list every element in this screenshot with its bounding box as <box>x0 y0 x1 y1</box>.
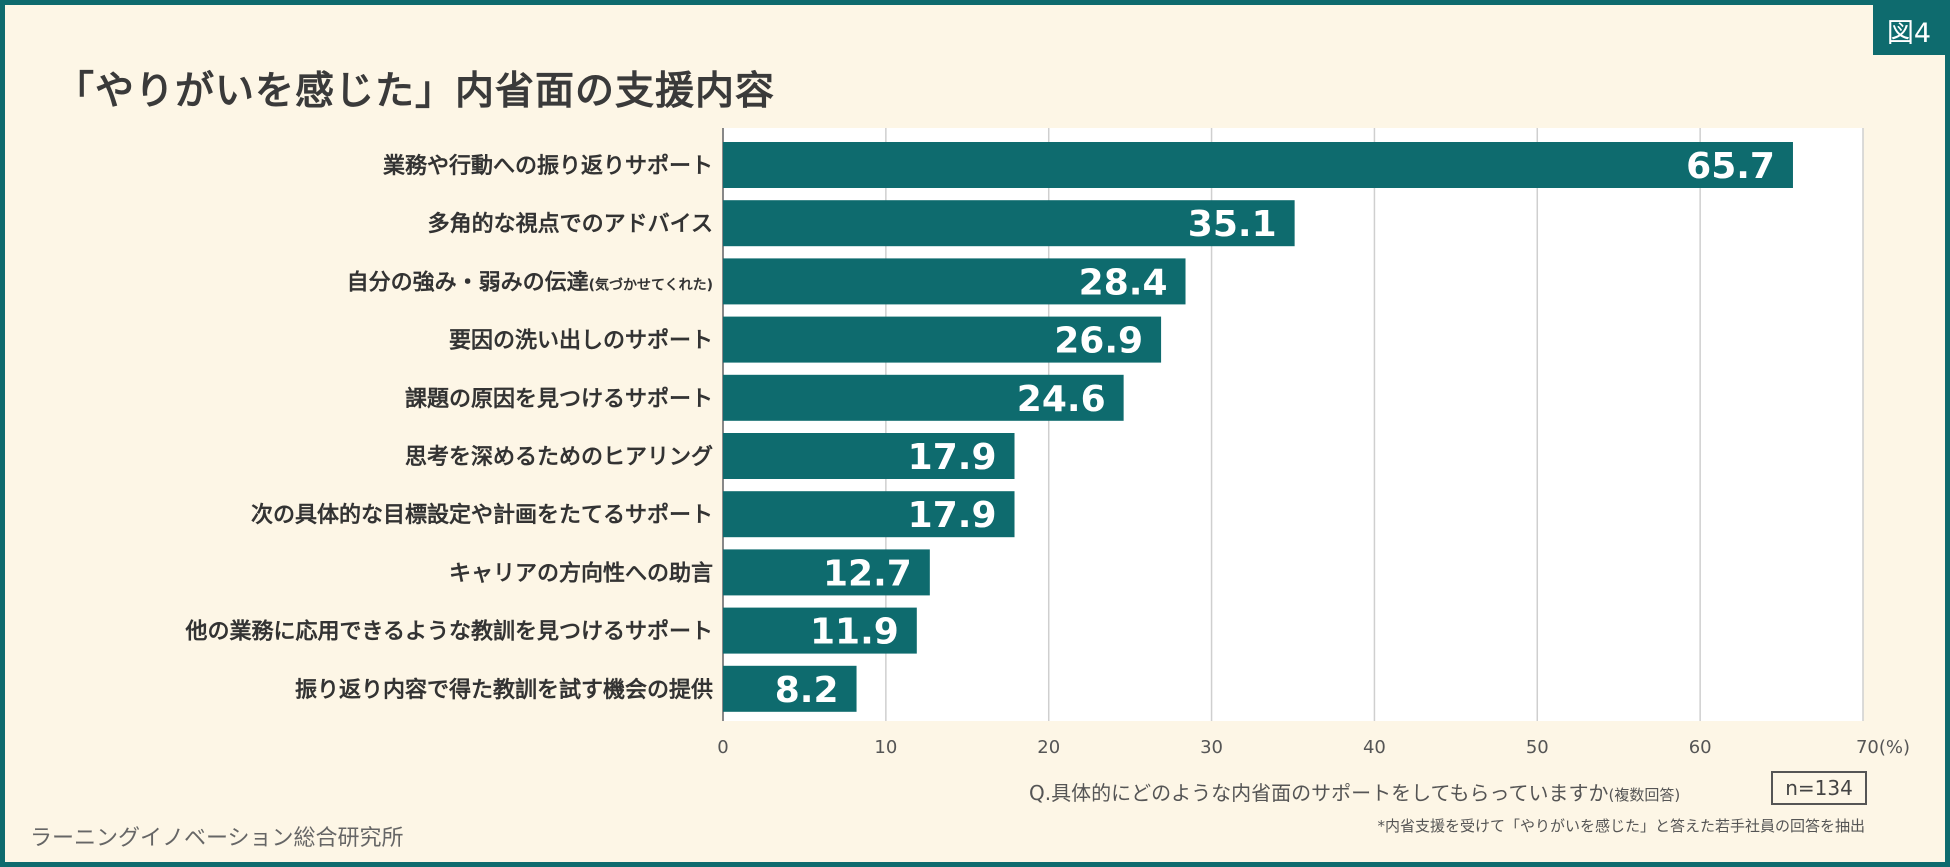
sample-size-badge: n=134 <box>1771 771 1867 805</box>
x-tick-label: 40 <box>1363 737 1386 758</box>
bar <box>723 142 1793 188</box>
question-note: (複数回答) <box>1608 786 1681 804</box>
chart-card: 図4 「やりがいを感じた」内省面の支援内容 65.7 35.1 28.4 26.9 24… <box>5 5 1945 862</box>
bar-value-label: 12.7 <box>823 553 912 594</box>
category-label-text: 思考を深めるためのヒアリング <box>405 444 713 470</box>
x-tick-label: 10 <box>874 737 897 758</box>
bar-value-label: 35.1 <box>1188 204 1277 245</box>
bar-value-label: 24.6 <box>1017 379 1106 420</box>
category-label-note: (気づかせてくれた) <box>589 276 713 293</box>
bar-value-label: 65.7 <box>1686 146 1775 187</box>
category-label-text: 自分の強み・弱みの伝達 <box>347 269 589 295</box>
bars: 65.7 35.1 28.4 26.9 24.6 17.9 17.9 12.7 11.9 8.2 <box>723 142 1793 712</box>
question-label: Q.具体的にどのような内省面のサポートをしてもらっていますか <box>1029 781 1609 805</box>
x-tick-label: 50 <box>1526 737 1549 758</box>
category-label: 要因の洗い出しのサポート <box>449 328 713 354</box>
bar-value-label: 17.9 <box>908 437 997 478</box>
x-tick-label: 30 <box>1200 737 1223 758</box>
category-label-text: キャリアの方向性への助言 <box>449 560 713 586</box>
bar <box>723 316 1162 363</box>
source-label: ラーニングイノベーション総合研究所 <box>30 826 404 851</box>
category-label: 振り返り内容で得た教訓を試す機会の提供 <box>295 677 713 703</box>
bar <box>723 491 1015 538</box>
category-label-text: 課題の原因を見つけるサポート <box>405 386 713 412</box>
bar <box>723 374 1124 421</box>
category-label-text: 多角的な視点でのアドバイス <box>428 211 713 237</box>
bar-value-label: 11.9 <box>810 612 899 653</box>
x-axis: 0 10 20 30 40 50 60 70(%) <box>717 737 1910 758</box>
category-label: 多角的な視点でのアドバイス <box>428 211 713 237</box>
bar <box>723 258 1186 305</box>
bar <box>723 665 857 712</box>
survey-question: Q.具体的にどのような内省面のサポートをしてもらっていますか(複数回答) <box>1029 777 1680 806</box>
bar <box>723 433 1015 479</box>
bar <box>723 549 930 596</box>
bar-value-label: 26.9 <box>1054 321 1143 362</box>
category-label-text: 他の業務に応用できるような教訓を見つけるサポート <box>184 619 713 645</box>
category-label: 他の業務に応用できるような教訓を見つけるサポート <box>184 619 713 645</box>
category-label: 思考を深めるためのヒアリング <box>405 444 713 470</box>
bar-chart: 65.735.128.426.924.617.917.912.711.98.2 … <box>184 128 1910 758</box>
x-tick-label: 20 <box>1037 737 1060 758</box>
category-label: 課題の原因を見つけるサポート <box>405 386 713 412</box>
bar-value-label: 8.2 <box>775 670 839 711</box>
category-labels: 業務や行動への振り返りサポート多角的な視点でのアドバイス自分の強み・弱みの伝達(… <box>184 153 713 703</box>
x-tick-label: 60 <box>1689 737 1712 758</box>
category-label-text: 次の具体的な目標設定や計画をたてるサポート <box>251 502 713 528</box>
category-label-text: 振り返り内容で得た教訓を試す機会の提供 <box>295 677 713 703</box>
bar-value-label: 17.9 <box>908 495 997 536</box>
figure-tag: 図4 <box>1873 5 1945 55</box>
category-label: 自分の強み・弱みの伝達(気づかせてくれた) <box>347 269 713 295</box>
x-tick-label: 70(%) <box>1856 737 1910 758</box>
bar <box>723 200 1295 247</box>
category-label: 業務や行動への振り返りサポート <box>383 153 713 179</box>
bar-value-label: 28.4 <box>1079 262 1168 303</box>
category-label-text: 要因の洗い出しのサポート <box>449 328 713 354</box>
bar <box>723 607 917 654</box>
x-tick-label: 0 <box>717 737 728 758</box>
category-label: キャリアの方向性への助言 <box>449 560 713 586</box>
footnote: *内省支援を受けて「やりがいを感じた」と答えた若手社員の回答を抽出 <box>1377 817 1865 835</box>
category-label-text: 業務や行動への振り返りサポート <box>383 153 713 179</box>
page-title: 「やりがいを感じた」内省面の支援内容 <box>55 69 776 114</box>
category-label: 次の具体的な目標設定や計画をたてるサポート <box>251 502 713 528</box>
